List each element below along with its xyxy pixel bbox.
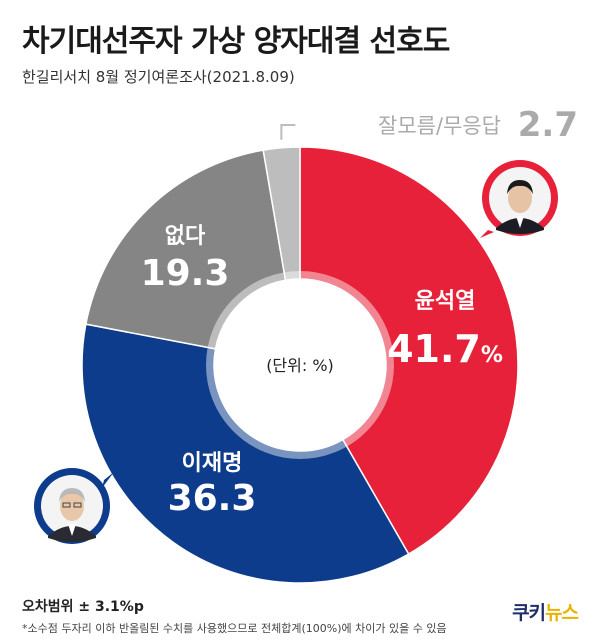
candidate-yoon-avatar: [476, 158, 560, 242]
donut-inner-ring: [206, 271, 394, 459]
page-title: 차기대선주자 가상 양자대결 선호도: [22, 24, 450, 59]
donut-hole: [214, 279, 386, 451]
slice-label-1: 이재명: [182, 451, 243, 476]
slice-value-2: 19.3: [141, 253, 230, 294]
slice-label-3: 잘모름/무응답: [378, 114, 501, 138]
footnote: *소수점 두자리 이하 반올림된 수치를 사용했으므로 전체합계(100%)에 …: [22, 622, 447, 635]
slice-value-1: 36.3: [168, 478, 257, 519]
slice-label-0: 윤석열: [415, 289, 476, 314]
center-unit-label: (단위: %): [266, 356, 334, 375]
slice-label-2: 없다: [165, 224, 206, 249]
page-subtitle: 한길리서치 8월 정기여론조사(2021.8.09): [22, 68, 295, 86]
callout-line: [280, 124, 296, 140]
slice-value-3: 2.7: [518, 105, 578, 145]
pie-slice-2: [84, 149, 287, 350]
candidate-lee-avatar: [32, 462, 116, 546]
margin-of-error: 오차범위 ± 3.1%p: [22, 599, 144, 615]
kuki-news-logo: 쿠키뉴스: [512, 602, 579, 624]
